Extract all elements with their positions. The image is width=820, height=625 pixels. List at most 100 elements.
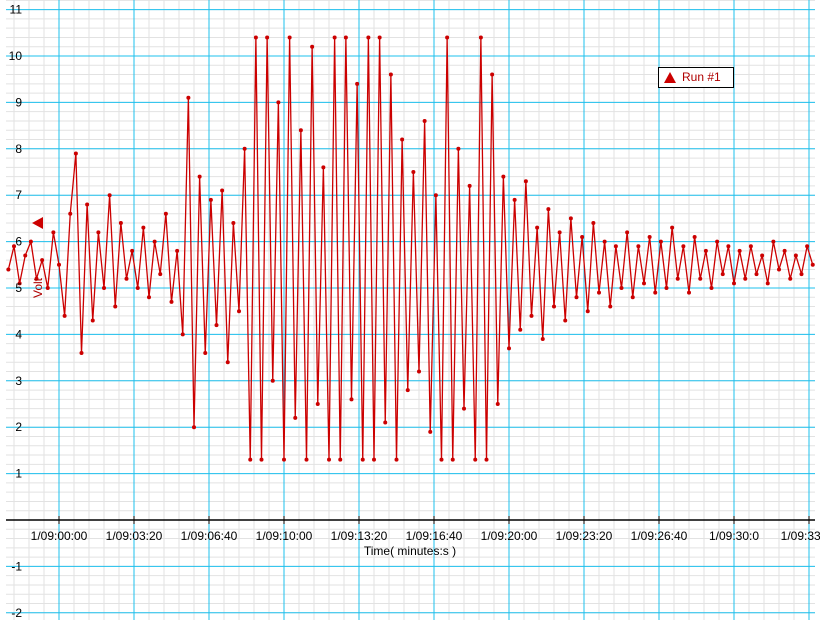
data-point (405, 388, 410, 393)
data-point (670, 225, 675, 230)
data-point (293, 415, 298, 420)
data-point (760, 253, 765, 258)
data-point (270, 378, 275, 383)
data-point (107, 193, 112, 198)
data-point (732, 281, 736, 286)
y-tick-label: -2 (11, 606, 22, 620)
data-point (473, 457, 478, 462)
data-point (203, 350, 208, 355)
data-point (484, 457, 489, 462)
data-point (540, 337, 545, 342)
data-point (349, 397, 354, 402)
data-point (478, 35, 483, 40)
data-point (518, 327, 523, 332)
data-point (411, 170, 416, 174)
data-point (777, 267, 781, 272)
data-point (529, 313, 534, 318)
data-point (366, 35, 371, 40)
data-point (563, 318, 568, 323)
data-point (332, 35, 337, 40)
data-point (124, 276, 129, 281)
data-point (163, 211, 168, 216)
data-point (501, 174, 506, 179)
data-point (51, 230, 56, 235)
data-point (422, 118, 427, 123)
data-point (79, 350, 84, 355)
x-tick-labels: 1/09:00:00 1/09:03:20 1/09:06:40 1/09:10:00… (31, 516, 820, 543)
y-axis-scroll-arrow-icon[interactable] (32, 217, 43, 229)
data-point (417, 369, 421, 374)
data-point (180, 332, 185, 337)
data-point (642, 281, 646, 286)
y-tick-label: 8 (15, 142, 22, 156)
data-point (748, 244, 753, 249)
y-tick-label: 1 (15, 467, 22, 481)
data-point (619, 286, 624, 290)
y-tick-label: 10 (9, 49, 23, 63)
data-point (343, 35, 348, 40)
triangle-marker-icon (664, 72, 676, 83)
x-tick-label: 1/09:33:20 (781, 529, 820, 543)
data-point (523, 179, 528, 184)
data-point (658, 239, 663, 244)
data-point (242, 146, 247, 151)
x-tick-label: 1/09:16:40 (406, 529, 463, 543)
y-tick-label: 3 (15, 374, 22, 388)
data-point (360, 457, 365, 462)
data-point (85, 202, 90, 207)
data-point (17, 281, 22, 286)
data-point (40, 258, 45, 263)
data-point (298, 128, 303, 133)
data-point (208, 197, 213, 202)
data-point (495, 402, 500, 406)
data-point (743, 276, 748, 281)
legend: Run #1 (658, 67, 734, 88)
y-tick-label: 9 (15, 95, 22, 109)
data-point (259, 457, 264, 462)
data-point (394, 457, 399, 462)
data-point (653, 290, 658, 295)
data-point (147, 295, 151, 300)
data-point (507, 346, 511, 351)
data-point (698, 276, 703, 281)
data-point (321, 165, 326, 170)
data-point (383, 420, 388, 425)
data-point (687, 290, 691, 295)
data-point (6, 267, 11, 272)
data-point (675, 276, 680, 281)
data-point (90, 318, 95, 323)
data-point (169, 299, 174, 304)
data-point (248, 457, 253, 462)
data-point (102, 286, 106, 290)
data-point (231, 221, 236, 226)
data-point (68, 211, 73, 216)
data-point (158, 272, 163, 277)
data-point (12, 244, 16, 249)
data-point (400, 137, 405, 142)
x-tick-label: 1/09:26:40 (631, 529, 688, 543)
data-point (28, 239, 33, 244)
data-point (557, 230, 562, 235)
x-axis-label: Time( minutes:s ) (364, 544, 456, 558)
data-point (546, 207, 551, 212)
data-point (377, 35, 382, 40)
data-point (433, 193, 438, 198)
x-tick-label: 1/09:13:20 (331, 529, 388, 543)
data-point (793, 253, 798, 258)
x-tick-label: 1/09:10:00 (256, 529, 313, 543)
data-point (737, 248, 742, 253)
data-point (720, 272, 725, 277)
data-point (754, 272, 759, 277)
data-point (703, 248, 708, 253)
data-point (608, 304, 613, 309)
data-point (810, 262, 815, 267)
data-point (636, 244, 641, 249)
series-line (7, 37, 814, 460)
data-point (726, 244, 731, 249)
data-point (591, 221, 596, 226)
x-tick-label: 1/09:00:00 (31, 529, 88, 543)
data-point (34, 276, 39, 281)
data-point (315, 402, 320, 406)
data-point (355, 81, 360, 86)
